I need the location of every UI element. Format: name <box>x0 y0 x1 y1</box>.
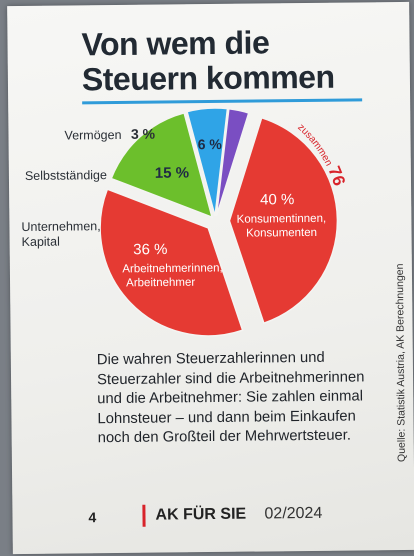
source-note: Quelle: Statistik Austria, AK Berechnung… <box>393 263 408 463</box>
label-unternehmen: Unternehmen, Kapital <box>21 219 101 249</box>
pie-slice-konsumenten <box>228 116 339 325</box>
magazine-brand: AK FÜR SIE <box>155 505 247 524</box>
label-arbeitnehmer-1: Arbeitnehmerinnen, <box>122 262 222 275</box>
label-selbststaendige: Selbstständige <box>24 168 108 183</box>
pie-slice-unternehmen <box>110 111 214 219</box>
value-unternehmen: 15 % <box>155 164 189 181</box>
value-konsumenten: 40 % <box>260 191 294 208</box>
value-selbststaendige: 6 % <box>198 136 223 152</box>
page-footer: 4 AK FÜR SIE 02/2024 <box>12 500 414 528</box>
label-vermoegen: Vermögen 3 % <box>64 125 156 143</box>
page-number: 4 <box>88 509 97 526</box>
pie-slice-vermoegen <box>215 107 250 217</box>
value-arbeitnehmer: 36 % <box>133 241 167 258</box>
caption-text: Die wahren Steuerzahlerinnen und Steuerz… <box>96 349 365 447</box>
value-vermoegen: 3 % <box>130 125 156 142</box>
label-konsumenten-1: Konsumentinnen, <box>237 213 327 226</box>
pie-slice-arbeitnehmer <box>99 188 244 337</box>
label-arbeitnehmer-2: Arbeitnehmer <box>126 277 195 290</box>
pie-chart: 40 % Konsumentinnen,Konsumenten 36 % Arbeit… <box>7 2 350 337</box>
pie-slice-selbststaendige <box>186 107 229 217</box>
issue-number: 02/2024 <box>264 504 323 523</box>
footer-divider <box>142 504 146 527</box>
magazine-page: Von wem die Steuern kommen 40 % Konsument… <box>7 1 414 555</box>
label-konsumenten-2: Konsumenten <box>246 227 317 240</box>
